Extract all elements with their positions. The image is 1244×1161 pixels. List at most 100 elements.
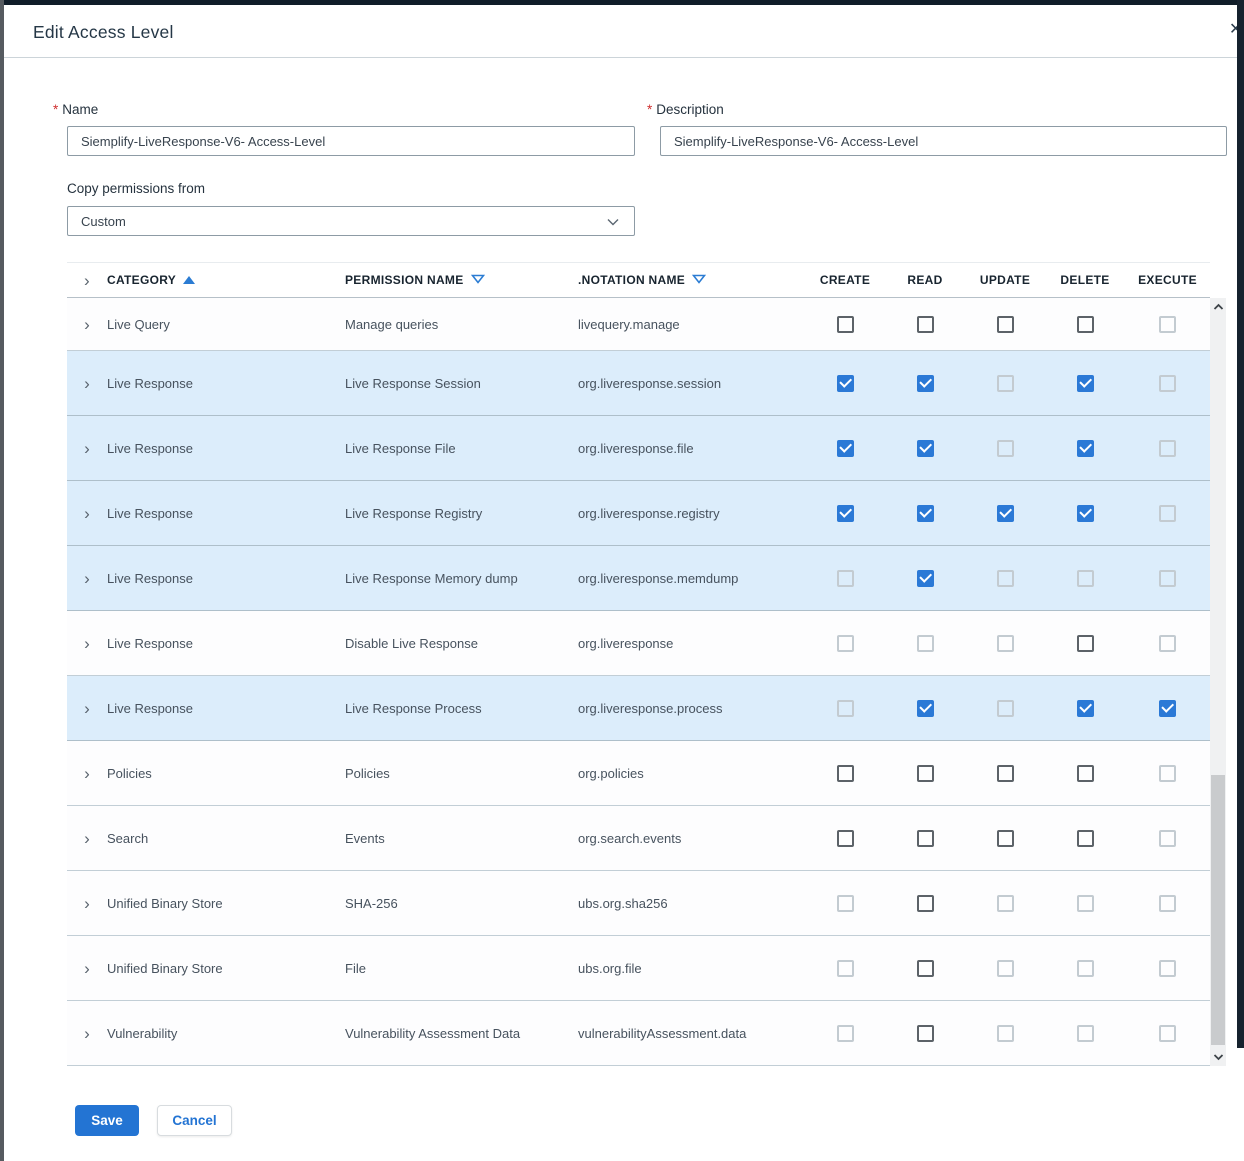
scroll-up-icon[interactable] — [1210, 298, 1226, 316]
update-checkbox[interactable] — [996, 764, 1014, 782]
execute-checkbox — [1159, 569, 1176, 587]
row-expand-icon[interactable]: › — [84, 1024, 90, 1042]
page-edge-left — [0, 0, 4, 1161]
delete-checkbox — [1076, 569, 1094, 587]
row-expand-icon[interactable]: › — [84, 569, 90, 587]
delete-checkbox[interactable] — [1076, 504, 1094, 522]
name-label: * Name — [53, 102, 99, 117]
read-checkbox[interactable] — [916, 764, 934, 782]
permission-cell: File — [345, 960, 366, 976]
read-checkbox[interactable] — [916, 439, 934, 457]
create-checkbox[interactable] — [836, 439, 854, 457]
update-checkbox — [996, 634, 1014, 652]
update-checkbox — [996, 439, 1014, 457]
save-button[interactable]: Save — [75, 1105, 139, 1136]
column-header-category[interactable]: CATEGORY — [107, 273, 345, 287]
permission-cell: Live Response Session — [345, 375, 481, 391]
update-checkbox[interactable] — [996, 504, 1014, 522]
permission-cell: Live Response File — [345, 440, 456, 456]
cancel-button[interactable]: Cancel — [157, 1105, 232, 1136]
update-checkbox[interactable] — [996, 829, 1014, 847]
execute-checkbox — [1159, 959, 1176, 977]
read-checkbox[interactable] — [916, 374, 934, 392]
row-expand-icon[interactable]: › — [84, 959, 90, 977]
read-checkbox[interactable] — [916, 569, 934, 587]
column-header-permission[interactable]: PERMISSION NAME — [345, 273, 578, 287]
read-checkbox[interactable] — [916, 1024, 934, 1042]
create-checkbox[interactable] — [836, 315, 854, 333]
delete-checkbox[interactable] — [1076, 829, 1094, 847]
delete-checkbox[interactable] — [1076, 315, 1094, 333]
delete-checkbox[interactable] — [1076, 634, 1094, 652]
notation-cell: org.liveresponse.file — [578, 440, 694, 456]
copy-permissions-label: Copy permissions from — [67, 181, 206, 196]
row-expand-icon[interactable]: › — [84, 634, 90, 652]
table-row: › Live Query Manage queries livequery.manag… — [67, 298, 1210, 351]
read-checkbox[interactable] — [916, 504, 934, 522]
row-expand-icon[interactable]: › — [84, 374, 90, 392]
table-scrollbar[interactable] — [1210, 298, 1226, 1066]
notation-cell: vulnerabilityAssessment.data — [578, 1025, 747, 1041]
execute-checkbox[interactable] — [1159, 699, 1176, 717]
notation-cell: org.liveresponse — [578, 635, 674, 651]
execute-checkbox — [1159, 315, 1176, 333]
create-checkbox[interactable] — [836, 374, 854, 392]
column-header-update: UPDATE — [979, 273, 1031, 287]
row-expand-icon[interactable]: › — [84, 699, 90, 717]
scrollbar-thumb[interactable] — [1211, 775, 1225, 1045]
update-checkbox — [996, 699, 1014, 717]
delete-checkbox[interactable] — [1076, 699, 1094, 717]
create-checkbox[interactable] — [836, 764, 854, 782]
create-checkbox[interactable] — [836, 829, 854, 847]
delete-checkbox[interactable] — [1076, 439, 1094, 457]
create-checkbox — [836, 894, 854, 912]
read-checkbox[interactable] — [916, 959, 934, 977]
notation-cell: ubs.org.file — [578, 960, 642, 976]
sort-asc-icon — [183, 276, 196, 285]
column-header-execute: EXECUTE — [1138, 273, 1197, 287]
row-expand-icon[interactable]: › — [84, 764, 90, 782]
read-checkbox[interactable] — [916, 315, 934, 333]
table-row: › Search Events org.search.events — [67, 806, 1210, 871]
permission-cell: SHA-256 — [345, 895, 398, 911]
permission-cell: Live Response Process — [345, 700, 482, 716]
execute-checkbox — [1159, 374, 1176, 392]
permission-cell: Events — [345, 830, 385, 846]
notation-cell: org.liveresponse.session — [578, 375, 722, 391]
delete-checkbox — [1076, 1024, 1094, 1042]
category-cell: Unified Binary Store — [107, 895, 223, 911]
table-row: › Live Response Live Response Session org.l… — [67, 351, 1210, 416]
update-checkbox[interactable] — [996, 315, 1014, 333]
row-expand-icon[interactable]: › — [84, 315, 90, 333]
permission-cell: Manage queries — [345, 316, 439, 332]
row-expand-icon[interactable]: › — [84, 829, 90, 847]
column-header-create: CREATE — [819, 273, 871, 287]
table-header-row: › CATEGORY PERMISSION NAME .NOTATION NAM… — [67, 262, 1210, 298]
create-checkbox — [836, 1024, 854, 1042]
row-expand-icon[interactable]: › — [84, 504, 90, 522]
column-header-notation[interactable]: .NOTATION NAME — [578, 273, 805, 287]
description-input[interactable]: Siemplify-LiveResponse-V6- Access-Level — [660, 126, 1227, 156]
delete-checkbox[interactable] — [1076, 764, 1094, 782]
execute-checkbox — [1159, 894, 1176, 912]
category-cell: Live Response — [107, 570, 193, 586]
sort-desc-icon — [691, 273, 707, 287]
create-checkbox[interactable] — [836, 504, 854, 522]
row-expand-icon[interactable]: › — [84, 894, 90, 912]
copy-permissions-select[interactable]: Custom — [67, 206, 635, 236]
notation-cell: ubs.org.sha256 — [578, 895, 668, 911]
permission-cell: Live Response Memory dump — [345, 570, 518, 586]
delete-checkbox — [1076, 894, 1094, 912]
table-body: › Live Query Manage queries livequery.manag… — [67, 298, 1226, 1066]
delete-checkbox[interactable] — [1076, 374, 1094, 392]
notation-cell: org.policies — [578, 765, 644, 781]
row-expand-icon[interactable]: › — [84, 439, 90, 457]
page-edge-right — [1237, 0, 1244, 1048]
read-checkbox[interactable] — [916, 699, 934, 717]
scroll-down-icon[interactable] — [1210, 1048, 1226, 1066]
read-checkbox[interactable] — [916, 894, 934, 912]
name-input[interactable]: Siemplify-LiveResponse-V6- Access-Level — [67, 126, 635, 156]
read-checkbox[interactable] — [916, 829, 934, 847]
expand-all-icon[interactable]: › — [84, 271, 90, 289]
